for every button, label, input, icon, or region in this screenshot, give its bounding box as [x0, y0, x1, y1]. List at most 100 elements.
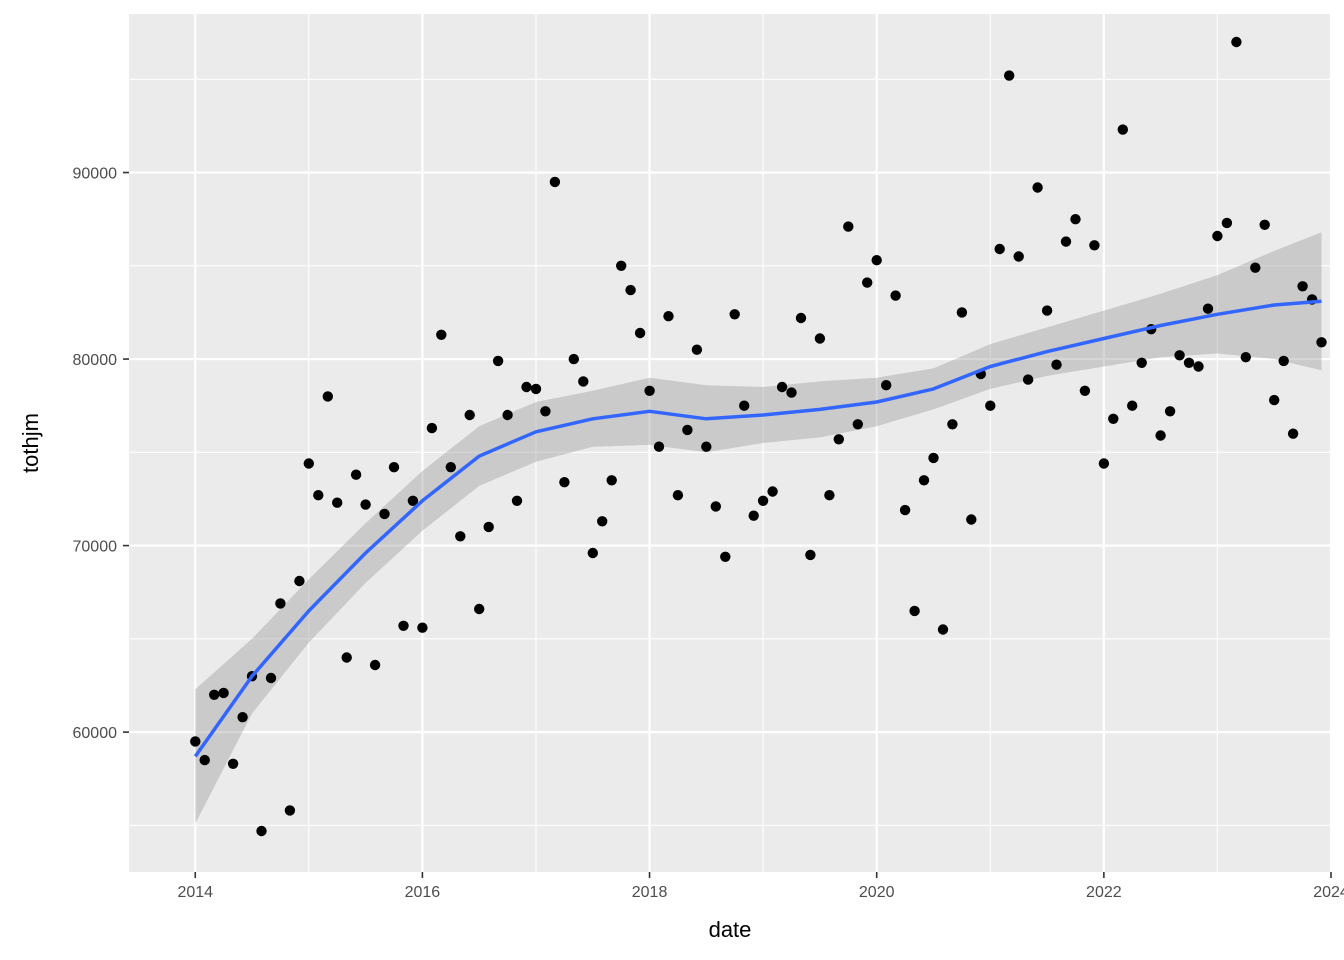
data-point: [284, 805, 296, 816]
data-point: [521, 381, 532, 393]
data-point: [701, 441, 712, 452]
data-point: [464, 409, 475, 421]
data-point: [218, 687, 229, 699]
data-point: [1297, 281, 1308, 292]
data-point: [1108, 413, 1119, 424]
data-point: [1174, 350, 1185, 361]
x-tick-label: 2020: [859, 884, 895, 901]
data-point: [265, 672, 277, 684]
data-point: [1079, 385, 1091, 396]
data-point: [928, 452, 939, 464]
data-point: [209, 689, 220, 700]
grid-minor: [129, 14, 1331, 872]
x-tick-label: 2014: [177, 884, 213, 901]
data-point: [313, 490, 324, 501]
data-point: [985, 400, 996, 411]
data-point: [776, 381, 788, 393]
data-point: [559, 477, 570, 488]
data-points: [190, 36, 1327, 837]
data-point: [1183, 357, 1195, 368]
data-point: [1287, 428, 1299, 439]
data-point: [1136, 357, 1147, 368]
data-point: [1221, 217, 1233, 229]
data-point: [483, 521, 494, 533]
data-point: [710, 501, 721, 512]
data-point: [492, 355, 504, 367]
data-point: [625, 284, 636, 296]
data-point: [597, 516, 608, 527]
data-point: [294, 575, 305, 587]
data-point: [1212, 230, 1223, 242]
data-point: [682, 424, 693, 436]
data-point: [436, 329, 447, 340]
data-point: [852, 419, 863, 430]
data-point: [1240, 352, 1252, 363]
data-point: [1089, 240, 1100, 251]
y-tick-label: 70000: [73, 539, 118, 556]
smooth-line: [193, 299, 1322, 758]
x-tick-label: 2024: [1313, 884, 1344, 901]
y-tick-label: 60000: [73, 725, 118, 742]
x-tick-label: 2022: [1086, 884, 1122, 901]
x-axis: 2014 2016 2018 2020 2022 2024: [177, 872, 1344, 901]
data-point: [445, 462, 456, 473]
data-point: [616, 260, 627, 271]
data-point: [237, 712, 248, 723]
data-point: [1316, 337, 1327, 348]
data-point: [862, 277, 873, 288]
data-point: [1041, 305, 1053, 316]
data-point: [199, 754, 210, 766]
y-axis: 60000 70000 80000 90000: [73, 166, 129, 742]
data-point: [369, 659, 381, 671]
grid-major: [129, 14, 1333, 872]
data-point: [814, 333, 826, 344]
x-tick-label: 2016: [405, 884, 441, 901]
data-point: [672, 490, 684, 501]
data-point: [1070, 214, 1081, 225]
data-point: [398, 620, 409, 631]
data-point: [568, 353, 579, 365]
data-point: [1117, 124, 1129, 135]
y-axis-title: tothjm: [18, 413, 43, 473]
data-point: [1278, 355, 1289, 367]
data-point: [786, 387, 797, 398]
data-point: [1164, 406, 1176, 417]
x-axis-title: date: [709, 917, 752, 942]
data-point: [303, 458, 314, 469]
data-point: [190, 736, 201, 747]
data-point: [805, 549, 816, 561]
data-point: [350, 469, 362, 480]
data-point: [549, 176, 561, 188]
data-point: [341, 652, 352, 663]
data-point: [729, 309, 740, 320]
data-point: [256, 825, 267, 837]
data-point: [407, 495, 419, 506]
data-point: [1060, 236, 1072, 247]
data-point: [587, 547, 598, 559]
data-point: [881, 380, 892, 391]
data-point: [426, 422, 438, 434]
data-point: [1202, 303, 1214, 314]
data-point: [795, 312, 807, 324]
data-point: [890, 290, 901, 301]
data-point: [663, 311, 674, 322]
data-point: [502, 409, 513, 421]
data-point: [644, 385, 655, 396]
data-point: [511, 495, 523, 506]
confidence-ribbon: [195, 232, 1322, 824]
data-point: [767, 486, 778, 497]
data-point: [739, 400, 750, 411]
y-tick-label: 90000: [73, 166, 118, 183]
data-point: [388, 462, 400, 473]
data-point: [871, 255, 882, 266]
data-point: [1269, 394, 1280, 406]
data-point: [1250, 262, 1261, 273]
data-point: [824, 490, 835, 501]
data-point: [720, 551, 731, 562]
data-point: [748, 510, 759, 521]
data-point: [360, 499, 371, 510]
data-point: [1051, 359, 1062, 370]
data-point: [474, 603, 485, 615]
data-point: [918, 475, 930, 486]
